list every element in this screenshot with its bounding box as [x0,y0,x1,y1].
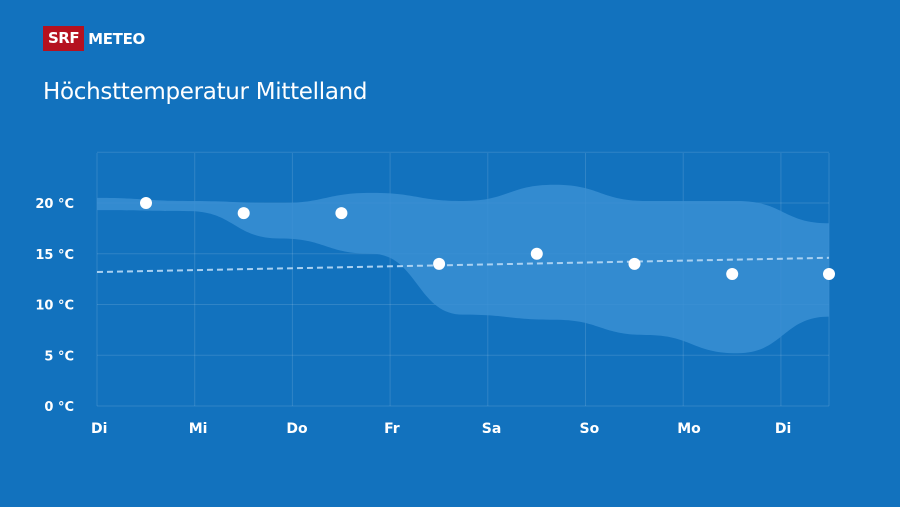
srf-meteo-logo: SRF METEO [43,26,145,51]
data-point [237,207,250,220]
x-tick-label: Sa [482,421,502,437]
data-point [726,268,739,281]
chart-title: Höchsttemperatur Mittelland [43,79,368,105]
data-point [823,268,835,281]
x-tick-label: Di [91,421,107,437]
data-point [628,257,641,270]
data-point [335,207,348,220]
data-point [530,247,543,260]
y-tick-label: 0 °C [44,400,74,415]
x-axis-labels: Di Mi Do Fr Sa So Mo Di [91,421,791,437]
uncertainty-band [97,184,829,354]
data-points [140,197,835,281]
y-axis-labels: 0 °C 5 °C 10 °C 15 °C 20 °C [35,197,74,415]
meteo-logo-text: METEO [88,29,146,48]
x-tick-label: Fr [384,421,400,437]
x-tick-label: So [580,421,600,437]
srf-logo-badge: SRF [43,26,85,51]
y-tick-label: 15 °C [35,248,74,263]
x-tick-label: Do [286,421,308,437]
y-tick-label: 5 °C [44,349,74,364]
y-tick-label: 20 °C [35,197,74,212]
climate-mean-line [96,256,830,274]
x-tick-label: Di [775,421,791,437]
y-tick-label: 10 °C [35,299,74,314]
data-point [433,257,446,270]
x-tick-label: Mi [189,421,208,437]
data-point [140,197,152,209]
x-tick-label: Mo [677,421,701,437]
